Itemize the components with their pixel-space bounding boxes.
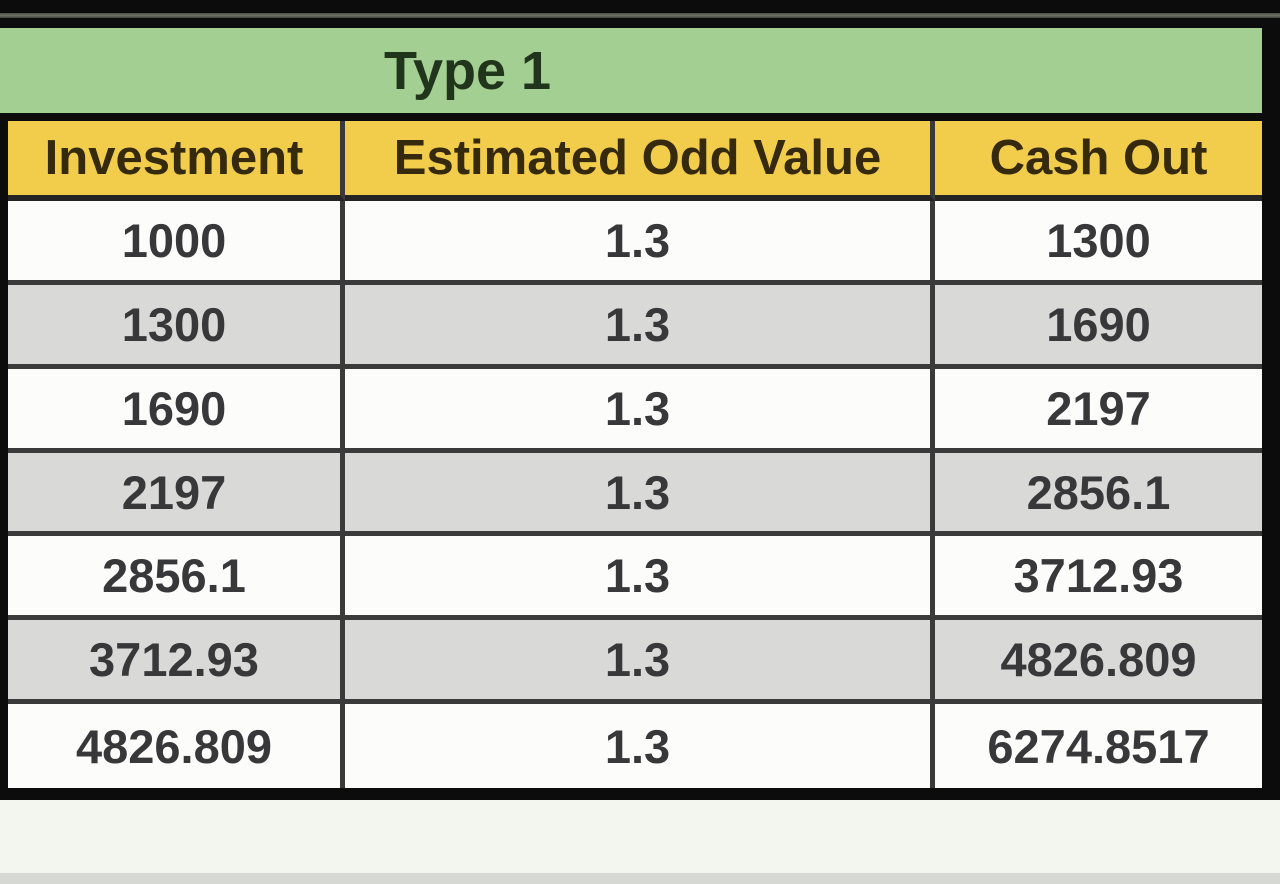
cell-investment: 2856.1 [8, 536, 345, 621]
cell-investment: 1300 [8, 284, 345, 369]
table-row: 1000 1.3 1300 [8, 201, 1262, 285]
cell-cash-out: 1300 [935, 201, 1262, 285]
cell-cash-out: 2856.1 [935, 452, 1262, 537]
table-header-row: Investment Estimated Odd Value Cash Out [8, 121, 1262, 201]
cell-cash-out: 6274.8517 [935, 704, 1262, 789]
table-row: 2856.1 1.3 3712.93 [8, 536, 1262, 621]
cell-investment: 3712.93 [8, 620, 345, 705]
cell-odd-value: 1.3 [345, 368, 935, 453]
cell-odd-value: 1.3 [345, 284, 935, 369]
top-bar-divider-line [0, 13, 1280, 18]
cell-cash-out: 1690 [935, 284, 1262, 369]
table-row: 4826.809 1.3 6274.8517 [8, 704, 1262, 789]
table-row: 3712.93 1.3 4826.809 [8, 620, 1262, 705]
below-table-area [0, 800, 1280, 873]
cell-cash-out: 3712.93 [935, 536, 1262, 621]
table-title: Type 1 [383, 40, 552, 101]
table-row: 2197 1.3 2856.1 [8, 452, 1262, 537]
bottom-strip [0, 873, 1280, 884]
table-row: 1300 1.3 1690 [8, 284, 1262, 369]
cell-cash-out: 2197 [935, 368, 1262, 453]
cell-odd-value: 1.3 [345, 201, 935, 285]
table-title-cell: Type 1 [0, 28, 935, 113]
cell-investment: 1000 [8, 201, 345, 285]
table-row: 1690 1.3 2197 [8, 368, 1262, 453]
cell-odd-value: 1.3 [345, 452, 935, 537]
cell-investment: 2197 [8, 452, 345, 537]
column-header-investment: Investment [8, 121, 345, 201]
cell-odd-value: 1.3 [345, 704, 935, 789]
cell-cash-out: 4826.809 [935, 620, 1262, 705]
cell-investment: 4826.809 [8, 704, 345, 789]
cell-investment: 1690 [8, 368, 345, 453]
data-table: Investment Estimated Odd Value Cash Out … [0, 121, 1280, 800]
column-header-estimated-odd-value: Estimated Odd Value [345, 121, 935, 201]
cell-odd-value: 1.3 [345, 620, 935, 705]
cell-odd-value: 1.3 [345, 536, 935, 621]
column-header-cash-out: Cash Out [935, 121, 1262, 201]
table-title-row: Type 1 [0, 28, 1280, 121]
top-black-bar [0, 0, 1280, 28]
